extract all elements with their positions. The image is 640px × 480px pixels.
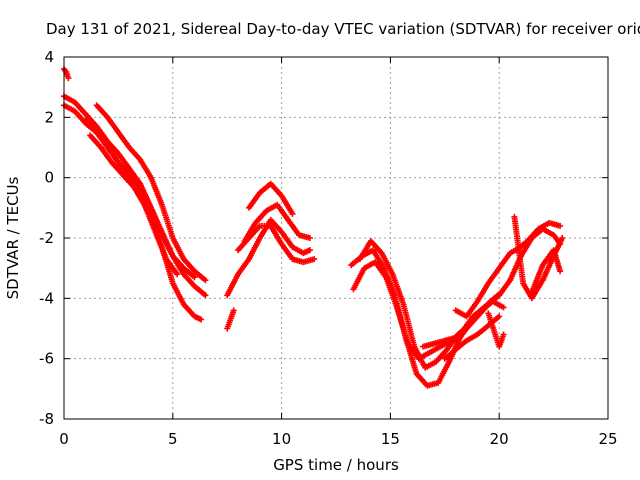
y-tick-label: -8 (39, 410, 54, 428)
series-track-21 (528, 247, 564, 296)
series-markers (485, 310, 507, 350)
y-tick-label: -4 (39, 289, 54, 307)
y-tick-label: 0 (44, 169, 54, 187)
x-tick-label: 0 (59, 430, 69, 448)
x-tick-label: 15 (381, 430, 400, 448)
series-markers (235, 222, 318, 266)
plot-frame (63, 56, 609, 420)
x-tick-label: 10 (272, 430, 291, 448)
series-markers (513, 219, 564, 254)
x-axis-label: GPS time / hours (273, 456, 399, 474)
series-track-7 (224, 307, 237, 332)
series-track-20 (513, 219, 564, 254)
series-markers (87, 132, 181, 278)
series-track-11 (246, 180, 296, 217)
x-tick-label: 5 (168, 430, 178, 448)
series-markers (246, 180, 296, 217)
series-track-6 (87, 132, 181, 278)
series-markers (82, 117, 198, 281)
series-track-5 (82, 117, 198, 281)
series-markers (528, 247, 564, 296)
axis-ticks: 0 5 10 15 20 25 -8 -6 -4 -2 0 2 4 (39, 48, 618, 448)
series-track-4 (93, 102, 209, 284)
series-markers (224, 307, 237, 332)
y-tick-label: 4 (44, 48, 54, 66)
y-tick-label: -6 (39, 350, 54, 368)
grid (64, 57, 608, 419)
y-tick-label: 2 (44, 108, 54, 126)
series-track-18 (485, 310, 507, 350)
series-markers (93, 102, 209, 284)
y-axis-label: SDTVAR / TECUs (4, 176, 22, 299)
chart-title: Day 131 of 2021, Sidereal Day-to-day VTE… (46, 20, 640, 38)
series-track-17 (452, 244, 524, 320)
data-points (61, 66, 566, 389)
series-markers (452, 244, 524, 320)
series-markers (441, 313, 503, 362)
y-tick-label: -2 (39, 229, 54, 247)
series-track-10 (235, 222, 318, 266)
x-tick-label: 25 (598, 430, 617, 448)
series-track-16 (441, 313, 503, 362)
x-tick-label: 20 (490, 430, 509, 448)
